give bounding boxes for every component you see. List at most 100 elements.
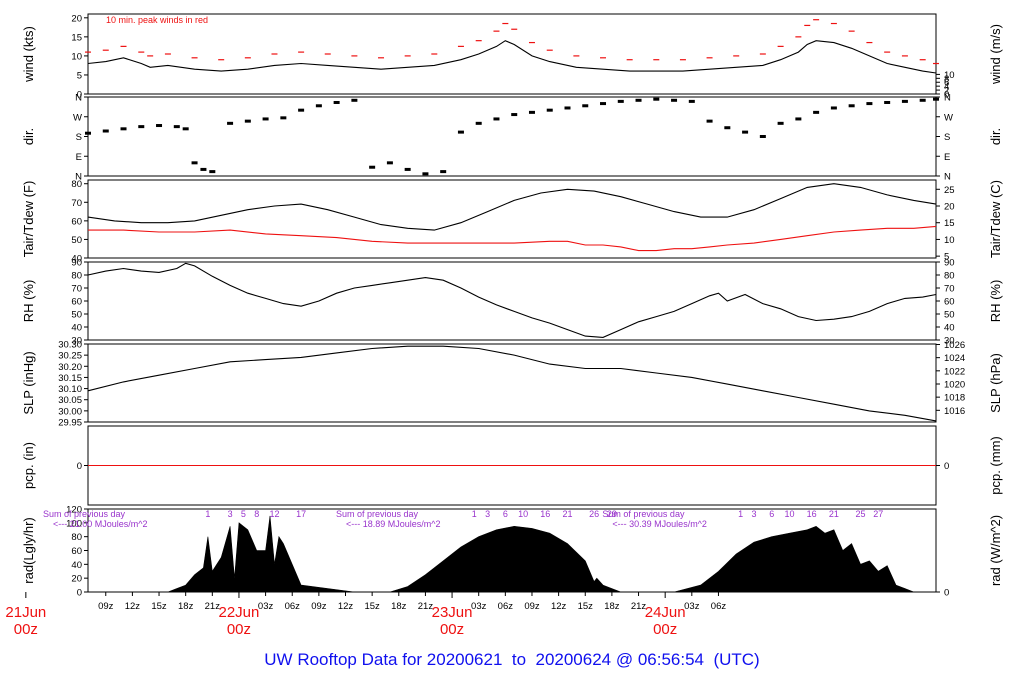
- rh-ytick-label: 70: [71, 284, 82, 295]
- time-tick-label: 06z: [285, 601, 301, 612]
- temp-ytick-label: 80: [71, 179, 82, 190]
- rad-hour-label: 12: [269, 509, 279, 519]
- rad-hour-label: 26: [589, 509, 599, 519]
- dir-rtick-label: N: [944, 172, 951, 183]
- slp-line: [87, 345, 937, 422]
- wind-line: [87, 40, 937, 74]
- pcp-ytick-label: 0: [77, 461, 82, 472]
- temp-frame: [87, 179, 937, 259]
- dir-point: [866, 102, 873, 106]
- dir-point: [200, 167, 207, 171]
- pcp-ylabel-right: pcp. (mm): [988, 436, 1003, 495]
- rh-ytick-label: 80: [71, 271, 82, 282]
- rh-ytick-label: 60: [71, 297, 82, 308]
- rh-ylabel: RH (%): [21, 280, 36, 323]
- rh-rtick-label: 40: [944, 323, 955, 334]
- dir-point: [671, 98, 678, 102]
- slp-ylabel: SLP (inHg): [21, 351, 36, 414]
- wind-ytick-label: 15: [71, 32, 82, 43]
- rad-hour-label: 6: [769, 509, 774, 519]
- dir-point: [546, 108, 553, 112]
- dir-frame: [87, 96, 937, 177]
- wind-ytick-label: 20: [71, 13, 82, 24]
- dir-point: [182, 127, 189, 131]
- dir-point: [422, 172, 429, 176]
- rad-hour-label: 16: [807, 509, 817, 519]
- dir-point: [173, 125, 180, 129]
- dir-point: [440, 170, 447, 174]
- dir-point: [315, 104, 322, 108]
- dir-point: [386, 161, 393, 165]
- temp-line: [88, 225, 937, 252]
- rad-hour-label: 3: [485, 509, 490, 519]
- slp-rtick-label: 1022: [944, 366, 965, 377]
- rh-rtick-label: 80: [944, 271, 955, 282]
- rad-ytick-label: 60: [71, 546, 82, 557]
- temp-ylabel: Tair/Tdew (F): [21, 181, 36, 258]
- rad-hour-label: 21: [562, 509, 572, 519]
- rh-rtick-label: 90: [944, 258, 955, 269]
- time-tick-label: 03z: [258, 601, 274, 612]
- rad-hour-label: 21: [829, 509, 839, 519]
- pcp-ylabel: pcp. (in): [21, 442, 36, 489]
- dir-point: [901, 99, 908, 103]
- wind-rtick-label: 2: [944, 86, 949, 97]
- rh-rtick-label: 50: [944, 310, 955, 321]
- wind-rtick-label: 10: [944, 70, 955, 81]
- dir-point: [511, 113, 518, 117]
- rh-ytick-label: 50: [71, 310, 82, 321]
- dir-point: [120, 127, 127, 131]
- dir-rtick-label: W: [944, 112, 953, 123]
- dir-point: [919, 98, 926, 102]
- dir-point: [262, 117, 269, 121]
- slp-ytick-label: 30.20: [58, 362, 82, 373]
- slp-ytick-label: 30.30: [58, 340, 82, 351]
- time-tick-label: 15z: [364, 601, 380, 612]
- rad-ylabel-right: rad (W/m^2): [988, 515, 1003, 586]
- time-tick-label: 06z: [711, 601, 727, 612]
- rad-hour-label: 16: [540, 509, 550, 519]
- dir-point: [404, 167, 411, 171]
- dir-point: [85, 131, 91, 135]
- rad-ytick-label: 120: [66, 505, 82, 516]
- rad-hour-label: 5: [241, 509, 246, 519]
- dir-point: [848, 104, 855, 108]
- time-tick-label: 12z: [338, 601, 354, 612]
- rad-hour-label: 10: [518, 509, 528, 519]
- temp-line: [87, 183, 937, 231]
- slp-ylabel-right: SLP (hPa): [988, 353, 1003, 413]
- wind-rtick-label: 0: [944, 90, 949, 101]
- rh-line: [87, 262, 937, 338]
- time-tick-label: 18z: [604, 601, 620, 612]
- slp-rtick-label: 1020: [944, 379, 965, 390]
- rad-ytick-label: 100: [66, 518, 82, 529]
- temp-rtick-label: 15: [944, 218, 955, 229]
- temp-rtick-label: 5: [944, 252, 949, 263]
- rh-ytick-label: 30: [71, 336, 82, 347]
- dir-point: [280, 116, 287, 120]
- rad-annotation: Sum of previous day: [43, 509, 126, 519]
- slp-rtick-label: 1024: [944, 353, 965, 364]
- temp-ytick-label: 60: [71, 216, 82, 227]
- dir-point: [582, 104, 589, 108]
- slp-ytick-label: 30.05: [58, 395, 82, 406]
- wind-rtick-label: 4: [944, 82, 949, 93]
- temp-rtick-label: 10: [944, 235, 955, 246]
- dir-rtick-label: N: [944, 93, 951, 104]
- rad-hour-label: 8: [254, 509, 259, 519]
- dir-point: [493, 117, 500, 121]
- dir-point: [564, 106, 571, 110]
- wind-ytick-label: 0: [77, 90, 82, 101]
- time-tick-label: 03z: [684, 601, 700, 612]
- rad-annotation: <--- 30.39 MJoules/m^2: [612, 519, 707, 529]
- time-tick-label: 09z: [524, 601, 540, 612]
- time-tick-label: 09z: [311, 601, 327, 612]
- time-tick-label: 06z: [498, 601, 514, 612]
- rh-ytick-label: 90: [71, 258, 82, 269]
- temp-rtick-label: 20: [944, 202, 955, 213]
- day-sub-label: 00z: [440, 621, 464, 638]
- time-axis: 09z 12z 15z 18z 21z 03z 06z 09z 12z 15z 18z 21z 03z 0…: [5, 592, 726, 638]
- rad-hour-label: 29: [607, 509, 617, 519]
